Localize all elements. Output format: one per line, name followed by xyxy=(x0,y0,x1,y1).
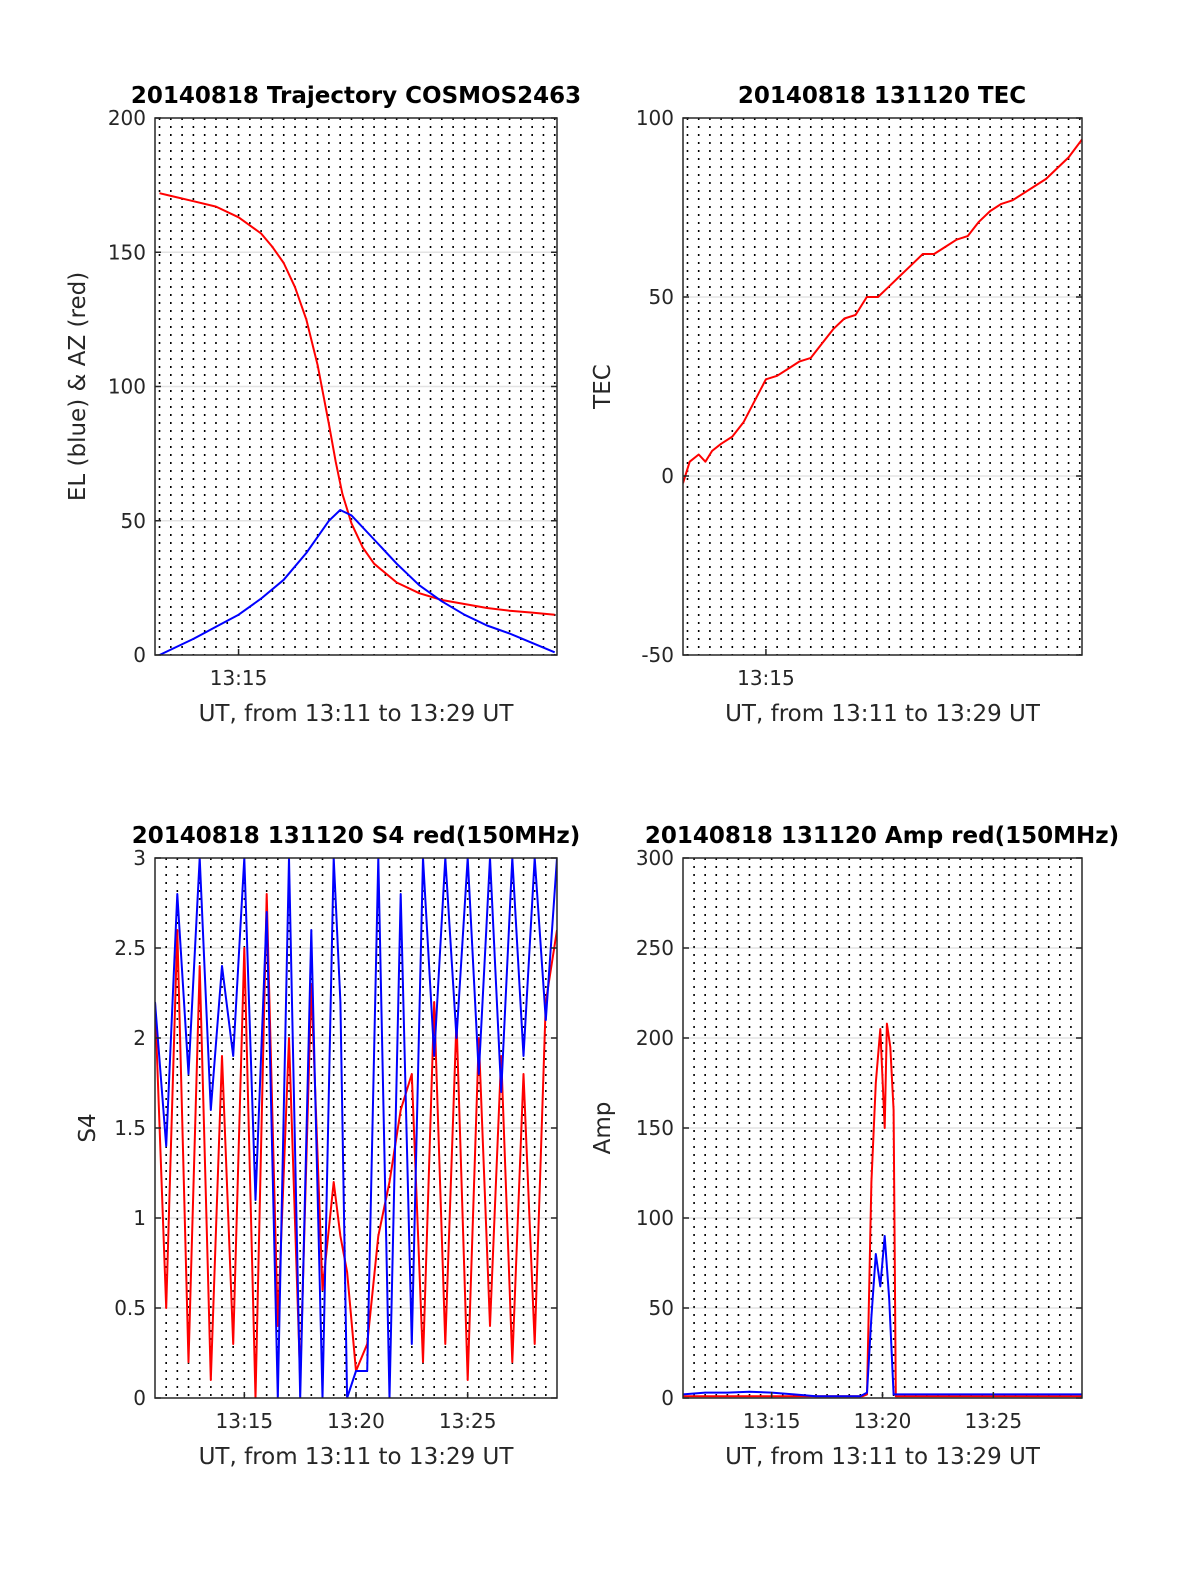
y-tick-label: 2.5 xyxy=(114,936,146,960)
chart-title: 20140818 131120 TEC xyxy=(738,83,1026,109)
chart-title: 20140818 131120 Amp red(150MHz) xyxy=(645,823,1119,849)
chart-title: 20140818 Trajectory COSMOS2463 xyxy=(131,83,581,109)
y-tick-label: 0 xyxy=(133,643,146,667)
y-axis-label: Amp xyxy=(590,1102,616,1155)
x-tick-label: 13:25 xyxy=(439,1409,497,1433)
y-tick-label: 200 xyxy=(108,106,146,130)
y-tick-label: 0 xyxy=(661,464,674,488)
series-line-0 xyxy=(155,893,557,1398)
y-tick-label: 300 xyxy=(636,846,674,870)
y-tick-label: 200 xyxy=(636,1026,674,1050)
x-axis-label: UT, from 13:11 to 13:29 UT xyxy=(725,1444,1041,1470)
y-tick-label: 1 xyxy=(133,1206,146,1230)
y-tick-label: 100 xyxy=(636,1206,674,1230)
y-tick-label: 0 xyxy=(661,1386,674,1410)
amp-panel: 0 50 100 150 200 250 300 13:15 13:20 13:25 2014081… xyxy=(590,823,1119,1470)
s4-panel: 0 0.5 1 1.5 2 2.5 3 13:15 13:20 13:25 20140818 131… xyxy=(75,823,580,1470)
series-line-1 xyxy=(155,858,557,1398)
y-tick-label: 150 xyxy=(108,240,146,264)
x-tick-label: 13:15 xyxy=(210,666,268,690)
y-tick-label: 2 xyxy=(133,1026,146,1050)
y-tick-label: 0 xyxy=(133,1386,146,1410)
y-tick-label: 150 xyxy=(636,1116,674,1140)
y-tick-label: 100 xyxy=(636,106,674,130)
x-tick-label: 13:20 xyxy=(327,1409,385,1433)
x-axis-label: UT, from 13:11 to 13:29 UT xyxy=(725,701,1041,727)
y-tick-label: 250 xyxy=(636,936,674,960)
y-tick-label: 100 xyxy=(108,375,146,399)
tec-panel: -50 0 50 100 13:15 20140818 131120 TEC UT, fro… xyxy=(590,83,1083,727)
y-tick-label: 3 xyxy=(133,846,146,870)
series-line-0 xyxy=(159,192,555,616)
series-line-0 xyxy=(683,138,1082,484)
x-tick-label: 13:15 xyxy=(743,1409,801,1433)
x-axis-label: UT, from 13:11 to 13:29 UT xyxy=(199,1444,515,1470)
x-tick-label: 13:15 xyxy=(216,1409,274,1433)
y-axis-label: TEC xyxy=(590,364,616,410)
chart-title: 20140818 131120 S4 red(150MHz) xyxy=(132,823,581,849)
x-tick-label: 13:25 xyxy=(965,1409,1023,1433)
trajectory-panel: 0 50 100 150 200 13:15 20140818 Trajectory COS… xyxy=(65,83,581,727)
y-tick-label: 1.5 xyxy=(114,1116,146,1140)
y-tick-label: 0.5 xyxy=(114,1296,146,1320)
x-tick-label: 13:20 xyxy=(854,1409,912,1433)
y-tick-label: -50 xyxy=(641,643,674,667)
series-line-0 xyxy=(683,1022,1082,1398)
axes-frame xyxy=(682,117,1083,656)
x-axis-label: UT, from 13:11 to 13:29 UT xyxy=(199,701,515,727)
y-axis-label: EL (blue) & AZ (red) xyxy=(65,272,91,501)
y-axis-label: S4 xyxy=(75,1113,101,1142)
y-tick-label: 50 xyxy=(121,509,146,533)
series-line-1 xyxy=(159,509,556,655)
y-tick-label: 50 xyxy=(649,285,674,309)
y-tick-label: 50 xyxy=(649,1296,674,1320)
x-tick-label: 13:15 xyxy=(737,666,795,690)
